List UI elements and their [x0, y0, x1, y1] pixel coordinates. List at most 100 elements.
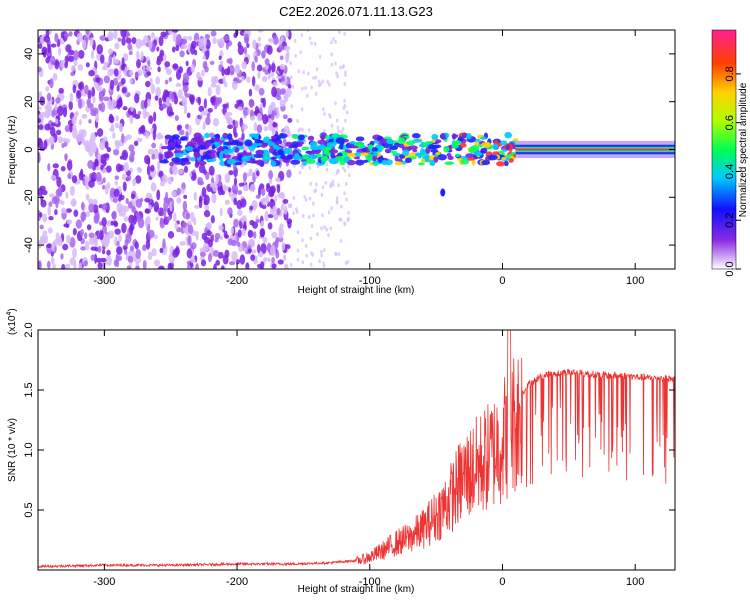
snr-y-multiplier-base: (x10 [7, 315, 18, 335]
noise-speckle [219, 235, 223, 241]
noise-speckle [257, 30, 264, 33]
noise-speckle [182, 200, 188, 212]
noise-speckle [158, 134, 164, 140]
noise-speckle [209, 60, 215, 65]
colorbar-tick-label: 0.6 [724, 115, 736, 130]
noise-speckle [50, 256, 55, 265]
noise-speckle [149, 77, 153, 86]
noise-speckle [310, 251, 313, 256]
noise-speckle [144, 154, 151, 165]
signal-blob [171, 157, 181, 163]
noise-speckle [317, 79, 321, 84]
noise-speckle [323, 128, 326, 133]
noise-speckle [224, 199, 230, 205]
noise-speckle [278, 44, 284, 52]
signal-blob [250, 133, 260, 137]
noise-speckle [232, 119, 236, 127]
colorbar-ticks: 0.0 0.2 0.4 0.6 0.8 [724, 66, 741, 277]
signal-blob [471, 159, 476, 166]
noise-speckle [308, 165, 312, 170]
noise-speckle [54, 118, 59, 125]
noise-speckle [38, 118, 42, 124]
noise-speckle [175, 44, 180, 52]
noise-speckle [343, 82, 347, 87]
noise-speckle [88, 232, 95, 238]
noise-speckle [271, 263, 277, 269]
noise-speckle [345, 110, 349, 115]
noise-speckle [107, 98, 112, 110]
noise-speckle [151, 248, 157, 257]
noise-speckle [284, 92, 289, 103]
noise-speckle [98, 91, 104, 102]
signal-blob [270, 156, 277, 160]
noise-speckle [200, 259, 207, 267]
noise-speckle [119, 155, 124, 160]
signal-blob [180, 136, 188, 141]
noise-speckle [214, 237, 219, 243]
noise-speckle [88, 198, 94, 205]
noise-speckle [322, 248, 326, 253]
noise-speckle [241, 228, 246, 237]
spectrogram-x-tick-label: -100 [359, 275, 381, 287]
noise-speckle [347, 173, 351, 178]
noise-speckle [346, 260, 350, 265]
noise-speckle [230, 226, 234, 235]
colorbar-tick-label: 0.4 [724, 164, 736, 179]
noise-speckle [258, 87, 265, 96]
noise-speckle [314, 188, 318, 193]
signal-blob [452, 134, 458, 138]
noise-speckle [147, 148, 155, 155]
noise-speckle [121, 133, 125, 144]
signal-blob [270, 160, 277, 167]
noise-speckle [48, 215, 54, 221]
noise-speckle [344, 70, 347, 75]
noise-speckle [256, 112, 263, 122]
signal-blob [332, 134, 338, 138]
noise-speckle [103, 61, 109, 66]
noise-speckle [322, 263, 326, 268]
noise-speckle [291, 84, 295, 89]
noise-speckle [54, 103, 58, 111]
signal-blob [440, 133, 446, 140]
noise-speckle [310, 224, 314, 229]
noise-speckle [197, 76, 203, 81]
noise-speckle [297, 128, 301, 133]
noise-speckle [253, 231, 257, 239]
noise-speckle [117, 37, 122, 42]
noise-speckle [114, 228, 121, 235]
noise-speckle [64, 263, 71, 269]
noise-speckle [249, 219, 255, 226]
noise-speckle [237, 229, 242, 238]
noise-speckle [275, 250, 280, 259]
signal-blob [437, 154, 447, 161]
signal-blob [242, 150, 247, 155]
noise-speckle [159, 217, 164, 226]
noise-speckle [153, 259, 161, 267]
noise-speckle [45, 86, 50, 92]
noise-speckle [179, 241, 186, 246]
noise-speckle [327, 210, 331, 215]
noise-speckle [137, 167, 143, 173]
noise-speckle [343, 222, 347, 227]
noise-speckle [282, 254, 287, 261]
noise-speckle [287, 203, 293, 209]
signal-blob [285, 147, 292, 154]
noise-speckle [304, 197, 308, 202]
noise-speckle [279, 55, 284, 60]
noise-speckle [97, 245, 102, 253]
noise-speckle [336, 168, 340, 173]
noise-speckle [265, 194, 269, 205]
noise-speckle [55, 129, 62, 136]
noise-speckle [81, 39, 87, 50]
noise-speckle [175, 82, 182, 88]
noise-speckle [75, 219, 83, 229]
noise-speckle [239, 217, 246, 222]
noise-speckle [118, 234, 122, 242]
signal-blob [355, 159, 365, 166]
noise-speckle [337, 252, 341, 257]
signal-blob [443, 146, 450, 153]
noise-speckle [200, 110, 206, 116]
noise-speckle [233, 218, 239, 228]
noise-speckle [302, 213, 305, 218]
